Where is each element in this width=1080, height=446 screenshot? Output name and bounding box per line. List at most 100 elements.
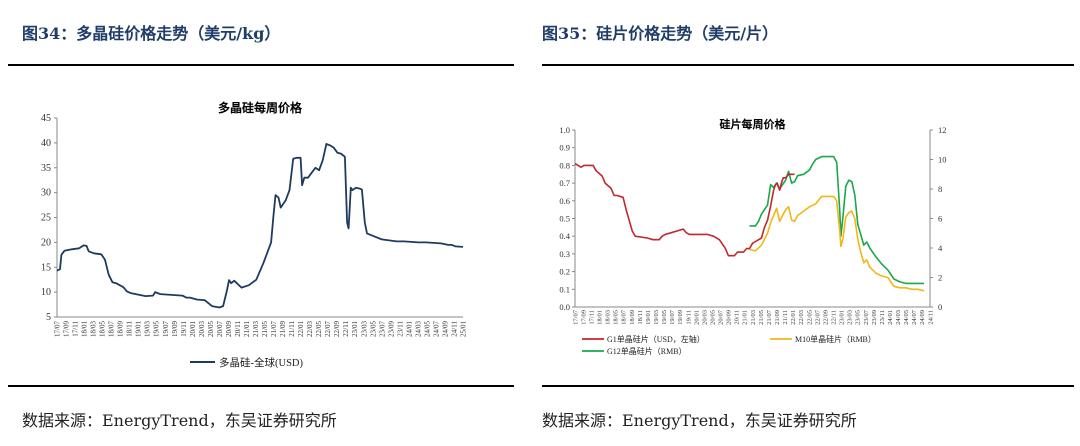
x-tick-label: 22/01 <box>297 321 305 337</box>
figure-title: 图34：多晶硅价格走势（美元/kg） <box>22 24 281 43</box>
bottom-rule <box>542 385 1074 387</box>
y-tick-label: 1.0 <box>559 125 570 135</box>
x-tick-label: 17/11 <box>72 321 80 337</box>
y-tick-label: 0.5 <box>559 214 570 224</box>
y-tick-label: 40 <box>41 138 51 149</box>
y-tick-label: 0.8 <box>559 160 570 170</box>
x-tick-label: 24/01 <box>887 310 894 325</box>
x-tick-label: 18/07 <box>108 321 116 337</box>
x-tick-label: 21/09 <box>774 310 781 325</box>
x-tick-label: 19/01 <box>135 321 143 337</box>
top-rule <box>542 64 1074 66</box>
x-tick-label: 22/05 <box>315 321 323 337</box>
x-tick-label: 17/07 <box>54 321 62 337</box>
y-tick-label: 0.3 <box>559 249 570 259</box>
y2-tick-label: 10 <box>938 155 947 165</box>
x-tick-label: 23/11 <box>396 321 404 337</box>
y-tick-label: 0.0 <box>559 302 570 312</box>
y2-tick-label: 8 <box>938 184 942 194</box>
x-tick-label: 22/09 <box>822 310 829 325</box>
x-tick-label: 23/01 <box>351 321 359 337</box>
series-line-polysilicon <box>56 143 464 309</box>
x-tick-label: 24/05 <box>423 321 431 337</box>
x-tick-label: 24/11 <box>451 321 459 337</box>
x-tick-label: 20/07 <box>718 309 725 325</box>
x-tick-label: 20/11 <box>734 310 741 325</box>
x-tick-label: 24/05 <box>903 310 910 325</box>
y-tick-label: 30 <box>41 188 51 199</box>
y-tick-label: 0.6 <box>559 196 570 206</box>
x-tick-label: 20/01 <box>189 321 197 337</box>
x-tick-label: 22/03 <box>798 310 805 325</box>
bottom-rule <box>8 385 514 387</box>
x-tick-label: 19/03 <box>653 310 660 325</box>
x-tick-label: 22/07 <box>324 321 332 337</box>
x-tick-label: 18/07 <box>621 309 628 325</box>
x-tick-label: 24/09 <box>442 321 450 337</box>
x-tick-label: 23/09 <box>387 321 395 337</box>
x-tick-label: 23/11 <box>879 310 886 325</box>
series-line-g12 <box>749 155 924 285</box>
legend-label: G12单晶硅片（RMB） <box>607 346 687 356</box>
x-tick-label: 17/07 <box>572 309 579 325</box>
x-tick-label: 19/11 <box>685 310 692 325</box>
x-tick-label: 19/05 <box>153 321 161 337</box>
wafer-chart: 硅片每周价格 0.0 0.1 0.2 0.3 0.4 0.5 0.6 0.7 0.8 0.9 1.0 0… <box>542 70 1080 380</box>
x-tick-label: 18/03 <box>90 321 98 337</box>
right-panel: 图35：硅片价格走势（美元/片） 硅片每周价格 0.0 0.1 0.2 0.3 0.4 0.… <box>542 0 1080 446</box>
x-tick-label: 17/09 <box>580 310 587 325</box>
x-tick-label: 23/07 <box>863 309 870 325</box>
x-tick-label: 17/09 <box>63 321 71 337</box>
x-tick-label: 19/05 <box>661 310 668 325</box>
y-tick-label: 0.7 <box>559 178 570 188</box>
x-tick-label: 24/03 <box>895 310 902 325</box>
x-tick-label: 21/01 <box>742 310 749 325</box>
legend-label: G1单晶硅片（USD，左轴） <box>607 334 705 344</box>
x-tick-label: 19/09 <box>171 321 179 337</box>
top-rule <box>8 64 514 66</box>
y-tick-label: 20 <box>41 237 51 248</box>
x-tick-label: 23/07 <box>378 321 386 337</box>
source-note: 数据来源：EnergyTrend，东吴证券研究所 <box>22 411 337 430</box>
x-tick-label: 18/09 <box>117 321 125 337</box>
x-tick-label: 20/11 <box>234 321 242 337</box>
x-tick-label: 20/09 <box>225 321 233 337</box>
x-tick-label: 24/07 <box>432 321 440 337</box>
x-tick-label: 20/05 <box>207 321 215 337</box>
x-tick-label: 19/01 <box>645 310 652 325</box>
x-tick-label: 24/01 <box>405 321 413 337</box>
legend-label: M10单晶硅片（RMB） <box>795 334 876 344</box>
y-tick-label: 0.2 <box>559 267 570 277</box>
x-tick-label: 21/03 <box>750 310 757 325</box>
x-tick-label: 18/05 <box>99 321 107 337</box>
y2-tick-label: 4 <box>938 243 943 253</box>
x-tick-label: 18/11 <box>126 321 134 337</box>
x-tick-label: 23/03 <box>360 321 368 337</box>
polysilicon-chart: 多晶硅每周价格 5 10 15 20 25 30 35 40 45 17/07 17/09 17/11 1… <box>0 70 520 380</box>
y2-tick-label: 2 <box>938 273 942 283</box>
series-line-g1 <box>574 162 795 257</box>
x-tick-label: 21/05 <box>261 321 269 337</box>
figure-title: 图35：硅片价格走势（美元/片） <box>542 24 779 43</box>
x-tick-label: 18/11 <box>637 310 644 325</box>
x-tick-label: 20/03 <box>701 310 708 325</box>
x-tick-label: 23/09 <box>871 310 878 325</box>
x-tick-label: 22/03 <box>306 321 314 337</box>
y2-tick-label: 12 <box>938 125 947 135</box>
x-tick-label: 21/03 <box>252 321 260 337</box>
x-tick-label: 17/11 <box>588 310 595 325</box>
x-tick-label: 21/01 <box>243 321 251 337</box>
x-tick-label: 21/11 <box>782 310 789 325</box>
y-tick-label: 10 <box>41 287 51 298</box>
x-tick-label: 22/07 <box>814 309 821 325</box>
y-tick-label: 45 <box>41 113 51 124</box>
legend-label: 多晶硅-全球(USD) <box>219 356 303 369</box>
y2-tick-label: 6 <box>938 214 942 224</box>
x-tick-label: 21/09 <box>279 321 287 337</box>
x-tick-label: 23/05 <box>369 321 377 337</box>
x-tick-label: 21/07 <box>270 321 278 337</box>
source-note: 数据来源：EnergyTrend，东吴证券研究所 <box>542 411 857 430</box>
x-tick-label: 24/07 <box>911 309 918 325</box>
x-tick-label: 20/01 <box>693 310 700 325</box>
x-tick-label: 19/09 <box>677 310 684 325</box>
